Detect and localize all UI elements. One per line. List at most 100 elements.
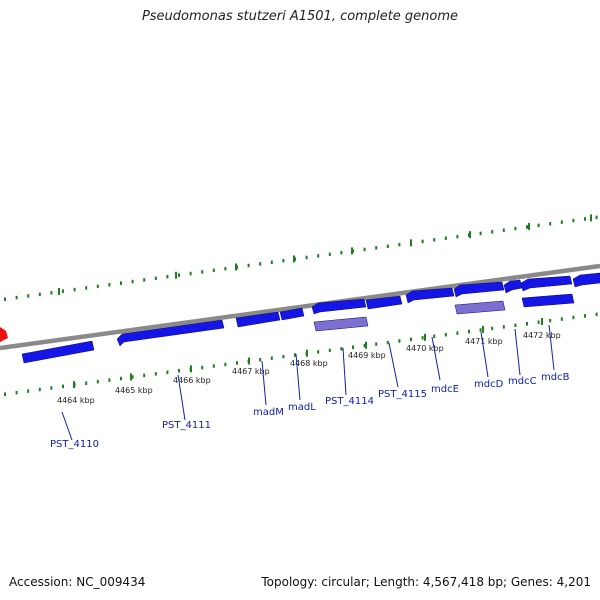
tick-dot — [375, 342, 378, 346]
tick-major — [190, 365, 192, 373]
kbp-label: 4465 kbp — [115, 386, 153, 395]
tick-dot — [433, 334, 436, 339]
gene-label[interactable]: PST_4114 — [325, 396, 374, 407]
gene-block[interactable] — [365, 295, 403, 310]
gene-label[interactable]: PST_4115 — [378, 389, 427, 400]
tick-dot — [491, 326, 494, 331]
tick-dot — [398, 242, 401, 247]
tick-dot — [386, 244, 389, 248]
tick-dot — [560, 317, 563, 321]
tick-dot — [27, 294, 30, 298]
gene-leader-line — [177, 374, 186, 421]
gene-label[interactable]: mdcE — [431, 384, 459, 395]
tick-dot — [595, 215, 598, 220]
genome-backbone — [0, 263, 600, 351]
tick-dot — [201, 365, 204, 370]
tick-major — [235, 263, 237, 271]
tick-dot — [143, 278, 146, 282]
gene-label[interactable]: mdcD — [474, 379, 504, 390]
tick-dot — [328, 348, 331, 353]
tick-dot — [479, 328, 482, 332]
tick-dot — [433, 238, 436, 242]
tick-dot — [340, 250, 343, 255]
tick-dot — [166, 370, 169, 375]
genome-title: Pseudomonas stutzeri A1501, complete gen… — [141, 9, 459, 24]
tick-dot — [15, 390, 18, 395]
tick-dot — [305, 255, 308, 260]
gene-label[interactable]: mdcB — [541, 372, 570, 383]
tick-dot — [595, 312, 598, 317]
tick-dot — [375, 246, 378, 250]
tick-dot — [178, 273, 180, 277]
tick-dot — [120, 281, 122, 285]
tick-dot — [340, 347, 343, 351]
tick-dot — [38, 292, 41, 297]
gene-block[interactable] — [235, 311, 281, 328]
tick-dot — [131, 279, 134, 284]
gene-block[interactable] — [520, 275, 573, 292]
tick-major — [73, 381, 75, 389]
tick-major — [58, 287, 60, 295]
gene-label[interactable]: mdcC — [508, 376, 537, 387]
tick-dot — [317, 350, 320, 354]
tick-dot — [514, 226, 517, 231]
gene-leader-line — [480, 331, 489, 378]
tick-dot — [491, 230, 494, 234]
accession-label: Accession: NC_009434 — [9, 575, 146, 589]
gene-label[interactable]: PST_4111 — [162, 420, 211, 431]
tick-dot — [4, 297, 6, 301]
tick-dot — [154, 276, 157, 281]
tick-dot — [479, 231, 482, 236]
tick-dot — [120, 376, 122, 381]
kbp-label: 4470 kbp — [406, 344, 444, 353]
tick-dot — [526, 321, 528, 326]
tick-dot — [572, 218, 575, 223]
tick-dot — [50, 386, 53, 390]
gene-leader-line — [261, 360, 267, 406]
tick-dot — [456, 331, 459, 335]
tick-dot — [108, 378, 111, 382]
gene-block[interactable] — [116, 319, 225, 347]
tick-dot — [560, 220, 563, 224]
tick-dot — [15, 295, 18, 300]
tick-dot — [502, 228, 505, 232]
tick-dot — [108, 283, 111, 287]
tick-major — [351, 247, 353, 255]
tick-dot — [537, 320, 540, 324]
tick-dot — [549, 222, 552, 226]
tick-major — [410, 239, 412, 247]
tick-dot — [282, 258, 285, 263]
tick-dot — [456, 234, 459, 239]
kbp-label: 4472 kbp — [523, 331, 561, 340]
tick-dot — [73, 287, 76, 292]
gene-track — [21, 272, 600, 364]
tick-dot — [212, 268, 215, 273]
tick-dot — [421, 336, 424, 340]
origin-marker[interactable] — [0, 327, 8, 342]
gene-label[interactable]: madL — [288, 402, 316, 413]
gene-block[interactable] — [21, 340, 95, 364]
gene-block[interactable] — [313, 316, 369, 332]
gene-block[interactable] — [521, 293, 575, 308]
kbp-label: 4466 kbp — [173, 376, 211, 385]
gene-block[interactable] — [453, 281, 505, 298]
tick-dot — [352, 345, 354, 349]
gene-block[interactable] — [311, 298, 367, 315]
tick-dot — [189, 271, 192, 276]
gene-leader-line — [388, 342, 399, 388]
tick-dot — [584, 314, 586, 318]
gene-block[interactable] — [454, 300, 506, 315]
gene-block[interactable] — [405, 287, 455, 304]
gene-block[interactable] — [503, 279, 523, 294]
kbp-label: 4471 kbp — [465, 337, 503, 346]
gene-label[interactable]: PST_4110 — [50, 439, 99, 450]
tick-dot — [386, 340, 389, 345]
tick-dot — [201, 270, 204, 274]
gene-block[interactable] — [572, 272, 600, 288]
gene-block[interactable] — [279, 307, 305, 321]
tick-dot — [363, 247, 366, 252]
gene-label[interactable]: madM — [253, 407, 284, 418]
tick-dot — [410, 337, 412, 342]
tick-dot — [166, 274, 169, 279]
